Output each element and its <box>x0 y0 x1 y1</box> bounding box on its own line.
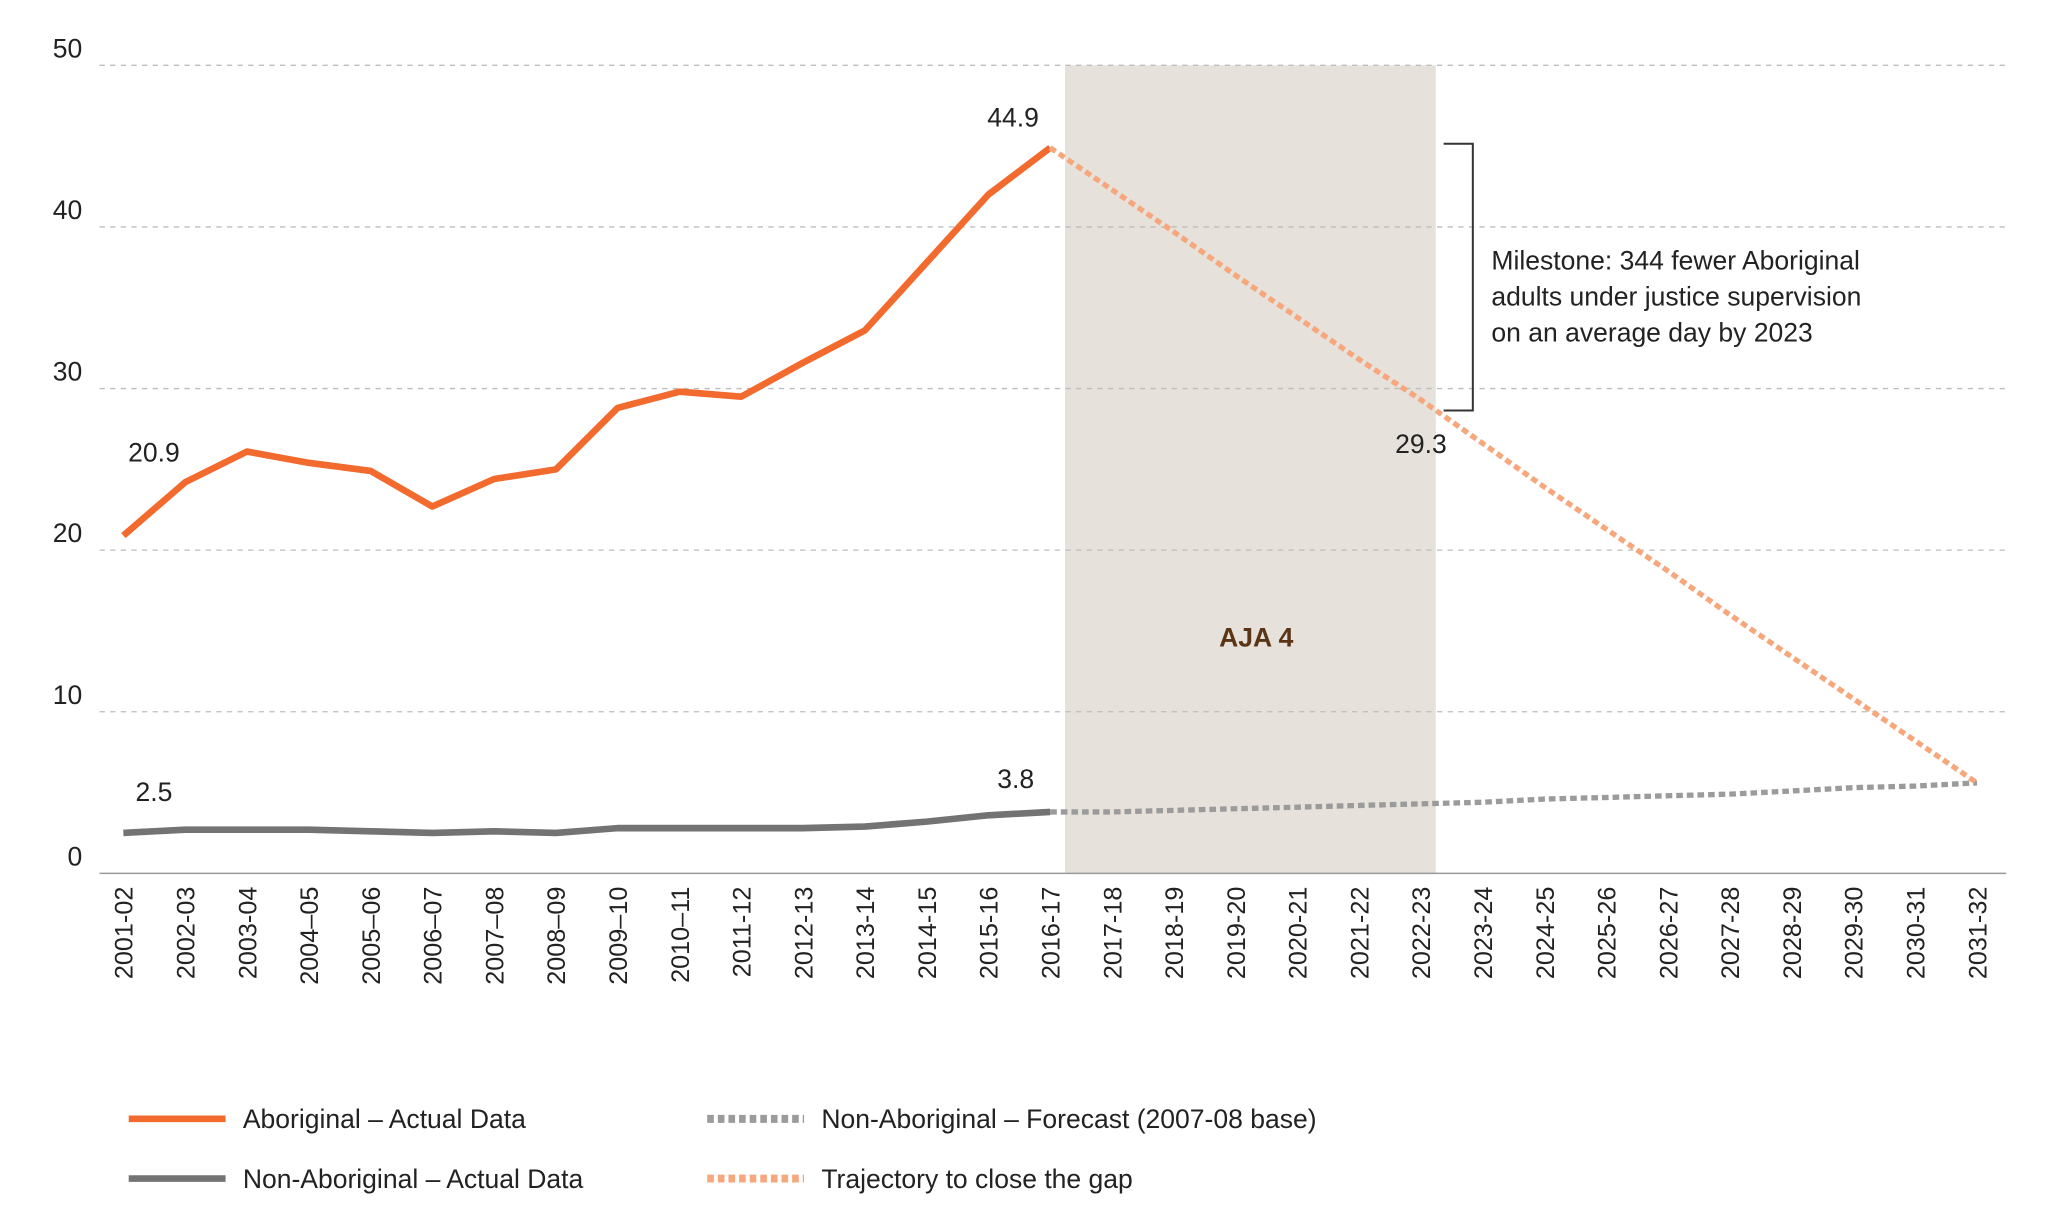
x-tick-label: 2024-25 <box>1532 887 1560 980</box>
series-line <box>123 808 1051 837</box>
x-tick-label: 2019-20 <box>1223 887 1251 980</box>
legend-label: Aboriginal – Actual Data <box>243 1104 526 1134</box>
x-tick-label: 2008–09 <box>543 887 571 985</box>
x-tick-label: 2028-29 <box>1779 887 1807 980</box>
x-tick-label: 2025-26 <box>1594 887 1622 980</box>
x-tick-label: 2011-12 <box>729 887 757 978</box>
y-tick-label: 40 <box>53 195 83 225</box>
legend-label: Non-Aboriginal – Forecast (2007-08 base) <box>821 1104 1316 1134</box>
y-tick-label: 20 <box>53 518 83 548</box>
x-tick-label: 2001-02 <box>111 887 139 980</box>
x-tick-label: 2029-30 <box>1841 887 1869 980</box>
data-label: 2.5 <box>135 777 172 807</box>
x-tick-label: 2002-03 <box>172 887 200 980</box>
x-tick-label: 2017-18 <box>1099 887 1127 980</box>
x-tick-label: 2015-16 <box>976 887 1004 980</box>
data-label: 29.3 <box>1395 429 1447 459</box>
x-tick-label: 2030-31 <box>1903 887 1931 980</box>
x-tick-label: 2012-13 <box>790 887 818 980</box>
region-label: AJA 4 <box>1219 622 1293 652</box>
series-line <box>121 145 1053 539</box>
annotation-line: on an average day by 2023 <box>1491 317 1812 347</box>
x-tick-label: 2016-17 <box>1037 887 1065 980</box>
data-label: 3.8 <box>997 764 1034 794</box>
x-tick-label: 2005–06 <box>358 887 386 985</box>
x-tick-label: 2021-22 <box>1346 887 1374 980</box>
y-tick-label: 50 <box>53 33 83 63</box>
data-label: 44.9 <box>987 103 1039 133</box>
series-line <box>1050 780 1978 815</box>
x-tick-label: 2013-14 <box>852 887 880 980</box>
y-tick-label: 30 <box>53 357 83 387</box>
x-tick-label: 2003-04 <box>234 887 262 980</box>
x-tick-label: 2018-19 <box>1161 887 1189 980</box>
legend-label: Trajectory to close the gap <box>821 1164 1132 1194</box>
x-tick-label: 2006–07 <box>420 887 448 985</box>
x-tick-label: 2009–10 <box>605 887 633 985</box>
x-tick-label: 2007–08 <box>481 887 509 985</box>
legend-label: Non-Aboriginal – Actual Data <box>243 1164 584 1194</box>
series-line <box>1048 145 1979 786</box>
x-tick-label: 2020-21 <box>1285 887 1313 980</box>
x-tick-label: 2027-28 <box>1717 887 1745 980</box>
x-tick-label: 2014-15 <box>914 887 942 980</box>
bracket <box>1443 142 1474 412</box>
x-tick-label: 2031-32 <box>1964 887 1992 980</box>
x-tick-label: 2023-24 <box>1470 887 1498 980</box>
y-tick-label: 10 <box>53 680 83 710</box>
x-tick-label: 2022-23 <box>1408 887 1436 980</box>
x-tick-label: 2026-27 <box>1655 887 1683 980</box>
y-tick-label: 0 <box>68 841 83 871</box>
shaded-region <box>1065 65 1436 874</box>
annotation-line: adults under justice supervision <box>1491 281 1861 311</box>
data-label: 20.9 <box>128 437 180 467</box>
x-tick-label: 2004–05 <box>296 887 324 985</box>
x-tick-label: 2010–11 <box>667 887 695 983</box>
annotation-line: Milestone: 344 fewer Aboriginal <box>1491 246 1860 276</box>
